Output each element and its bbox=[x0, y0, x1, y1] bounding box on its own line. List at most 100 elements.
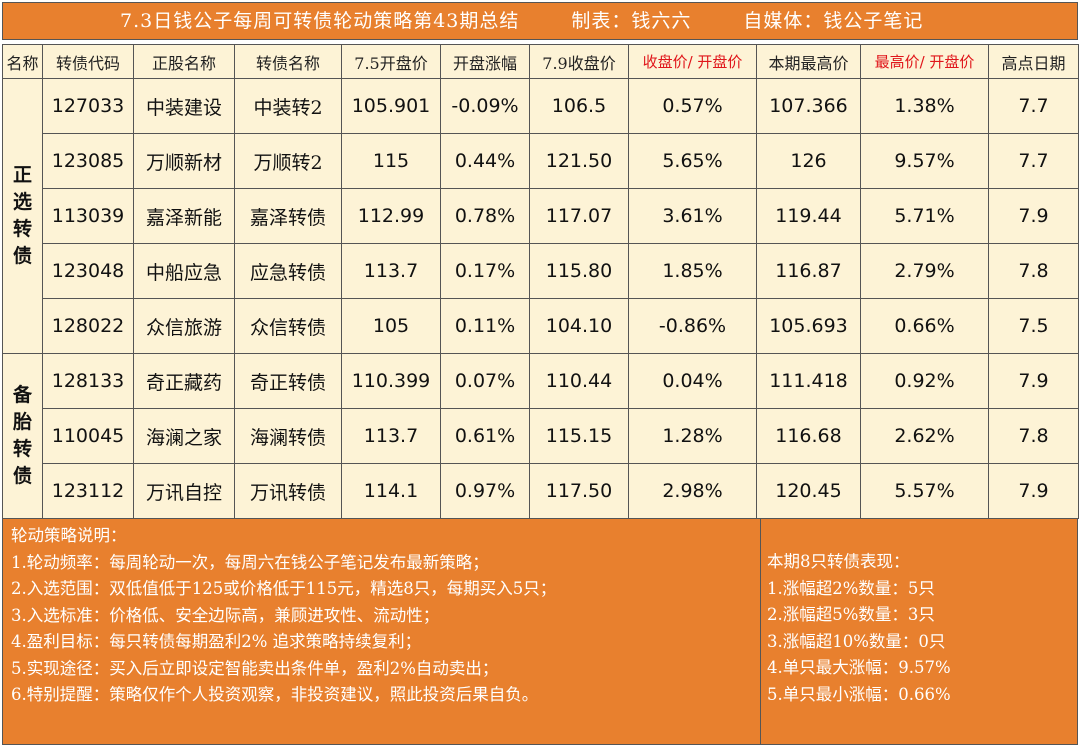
cell-close-ratio: -0.86% bbox=[628, 298, 757, 354]
cell-stock: 嘉泽新能 bbox=[133, 188, 235, 244]
cell-code: 123085 bbox=[42, 133, 134, 189]
performance-item: 3.涨幅超10%数量：0只 bbox=[767, 631, 946, 651]
table-row: 123112 万讯自控 万讯转债 114.1 0.97% 117.50 2.98% 120.4… bbox=[3, 463, 1079, 519]
cell-code: 128022 bbox=[42, 298, 134, 354]
performance-item: 4.单只最大涨幅：9.57% bbox=[767, 658, 951, 677]
cell-close: 117.07 bbox=[529, 188, 629, 244]
table-row: 128022 众信旅游 众信转债 105 0.11% 104.10 -0.86% 105.69… bbox=[3, 298, 1079, 354]
cell-open: 113.7 bbox=[341, 243, 441, 299]
cell-bond: 嘉泽转债 bbox=[234, 188, 342, 244]
cell-stock: 奇正藏药 bbox=[133, 353, 235, 409]
strategy-item: 5.实现途径：买入后立即设定智能卖出条件单，盈利2%自动卖出； bbox=[11, 658, 499, 678]
cell-open-chg: 0.07% bbox=[440, 353, 530, 409]
cell-high-ratio: 0.92% bbox=[860, 353, 989, 409]
cell-open-chg: -0.09% bbox=[440, 78, 530, 134]
cell-open-chg: 0.44% bbox=[440, 133, 530, 189]
cell-bond: 海澜转债 bbox=[234, 408, 342, 464]
table-row: 123048 中船应急 应急转债 113.7 0.17% 115.80 1.85% 116.8… bbox=[3, 243, 1079, 299]
cell-stock: 众信旅游 bbox=[133, 298, 235, 354]
title-bar: 7.3日钱公子每周可转债轮动策略第43期总结 制表：钱六六 自媒体：钱公子笔记 bbox=[2, 2, 1078, 40]
column-header: 收盘价/ 开盘价 bbox=[628, 44, 757, 79]
cell-high-date: 7.8 bbox=[988, 243, 1079, 299]
cell-open: 110.399 bbox=[341, 353, 441, 409]
cell-stock: 中装建设 bbox=[133, 78, 235, 134]
cell-close: 104.10 bbox=[529, 298, 629, 354]
footer-notes: 轮动策略说明： 1.轮动频率：每周轮动一次，每周六在钱公子笔记发布最新策略； 2… bbox=[2, 519, 1078, 745]
group-label-primary: 正选转债 bbox=[2, 78, 43, 354]
cell-close-ratio: 0.04% bbox=[628, 353, 757, 409]
performance-item: 2.涨幅超5%数量：3只 bbox=[767, 605, 935, 624]
cell-high-date: 7.7 bbox=[988, 78, 1079, 134]
cell-open: 105.901 bbox=[341, 78, 441, 134]
cell-high: 111.418 bbox=[756, 353, 861, 409]
cell-stock: 海澜之家 bbox=[133, 408, 235, 464]
cell-code: 123048 bbox=[42, 243, 134, 299]
cell-stock: 万顺新材 bbox=[133, 133, 235, 189]
cell-high: 116.68 bbox=[756, 408, 861, 464]
cell-open-chg: 0.11% bbox=[440, 298, 530, 354]
cell-high-date: 7.9 bbox=[988, 188, 1079, 244]
cell-high: 116.87 bbox=[756, 243, 861, 299]
cell-bond: 中装转2 bbox=[234, 78, 342, 134]
cell-code: 110045 bbox=[42, 408, 134, 464]
cell-open: 114.1 bbox=[341, 463, 441, 519]
cell-bond: 奇正转债 bbox=[234, 353, 342, 409]
cell-close: 121.50 bbox=[529, 133, 629, 189]
cell-bond: 应急转债 bbox=[234, 243, 342, 299]
strategy-item: 6.特别提醒：策略仅作个人投资观察，非投资建议，照此投资后果自负。 bbox=[11, 685, 539, 704]
cell-high-ratio: 5.57% bbox=[860, 463, 989, 519]
column-header: 7.5开盘价 bbox=[341, 44, 441, 79]
cell-close: 106.5 bbox=[529, 78, 629, 134]
column-header: 转债名称 bbox=[234, 44, 342, 79]
cell-code: 113039 bbox=[42, 188, 134, 244]
cell-high: 126 bbox=[756, 133, 861, 189]
cell-high-ratio: 5.71% bbox=[860, 188, 989, 244]
cell-high: 120.45 bbox=[756, 463, 861, 519]
column-header: 最高价/ 开盘价 bbox=[860, 44, 989, 79]
cell-close-ratio: 1.85% bbox=[628, 243, 757, 299]
column-header: 本期最高价 bbox=[756, 44, 861, 79]
cell-high-ratio: 2.62% bbox=[860, 408, 989, 464]
cell-open: 115 bbox=[341, 133, 441, 189]
strategy-item: 2.入选范围：双低值低于125或价格低于115元，精选8只，每期买入5只； bbox=[11, 579, 557, 598]
table-maker: 制表：钱六六 bbox=[571, 10, 692, 32]
cell-close-ratio: 2.98% bbox=[628, 463, 757, 519]
strategy-item: 3.入选标准：价格低、安全边际高，兼顾进攻性、流动性； bbox=[11, 605, 440, 625]
cell-stock: 中船应急 bbox=[133, 243, 235, 299]
cell-open: 113.7 bbox=[341, 408, 441, 464]
cell-code: 127033 bbox=[42, 78, 134, 134]
bond-table: 名称 转债代码 正股名称 转债名称 7.5开盘价 开盘涨幅 7.9收盘价 收盘价… bbox=[2, 44, 1079, 519]
cell-high: 105.693 bbox=[756, 298, 861, 354]
table-row: 备胎转债 128133 奇正藏药 奇正转债 110.399 0.07% 110.44 0.04… bbox=[2, 353, 1079, 519]
column-header: 转债代码 bbox=[42, 44, 134, 79]
cell-high-ratio: 2.79% bbox=[860, 243, 989, 299]
cell-close-ratio: 0.57% bbox=[628, 78, 757, 134]
cell-high-ratio: 9.57% bbox=[860, 133, 989, 189]
cell-bond: 众信转债 bbox=[234, 298, 342, 354]
header-row: 名称 转债代码 正股名称 转债名称 7.5开盘价 开盘涨幅 7.9收盘价 收盘价… bbox=[2, 44, 1079, 79]
cell-close-ratio: 3.61% bbox=[628, 188, 757, 244]
column-header: 名称 bbox=[2, 44, 43, 79]
cell-open-chg: 0.61% bbox=[440, 408, 530, 464]
column-header: 正股名称 bbox=[133, 44, 235, 79]
strategy-item: 4.盈利目标：每只转债每期盈利2% 追求策略持续复利； bbox=[11, 632, 422, 651]
cell-code: 123112 bbox=[42, 463, 134, 519]
cell-high-date: 7.5 bbox=[988, 298, 1079, 354]
cell-bond: 万讯转债 bbox=[234, 463, 342, 519]
cell-open: 112.99 bbox=[341, 188, 441, 244]
cell-high-ratio: 0.66% bbox=[860, 298, 989, 354]
media-source: 自媒体：钱公子笔记 bbox=[743, 10, 924, 32]
cell-close: 115.80 bbox=[529, 243, 629, 299]
strategy-notes: 轮动策略说明： 1.轮动频率：每周轮动一次，每周六在钱公子笔记发布最新策略； 2… bbox=[3, 519, 761, 744]
cell-close-ratio: 5.65% bbox=[628, 133, 757, 189]
cell-code: 128133 bbox=[42, 353, 134, 409]
performance-item: 1.涨幅超2%数量：5只 bbox=[767, 578, 935, 598]
strategy-item: 1.轮动频率：每周轮动一次，每周六在钱公子笔记发布最新策略； bbox=[11, 552, 489, 572]
cell-close: 115.15 bbox=[529, 408, 629, 464]
performance-notes: 本期8只转债表现： 1.涨幅超2%数量：5只 2.涨幅超5%数量：3只 3.涨幅… bbox=[761, 519, 1077, 744]
performance-heading: 本期8只转债表现： bbox=[767, 552, 910, 571]
strategy-heading: 轮动策略说明： bbox=[11, 526, 127, 545]
sheet-title: 7.3日钱公子每周可转债轮动策略第43期总结 bbox=[120, 10, 520, 32]
cell-high: 119.44 bbox=[756, 188, 861, 244]
cell-open-chg: 0.17% bbox=[440, 243, 530, 299]
